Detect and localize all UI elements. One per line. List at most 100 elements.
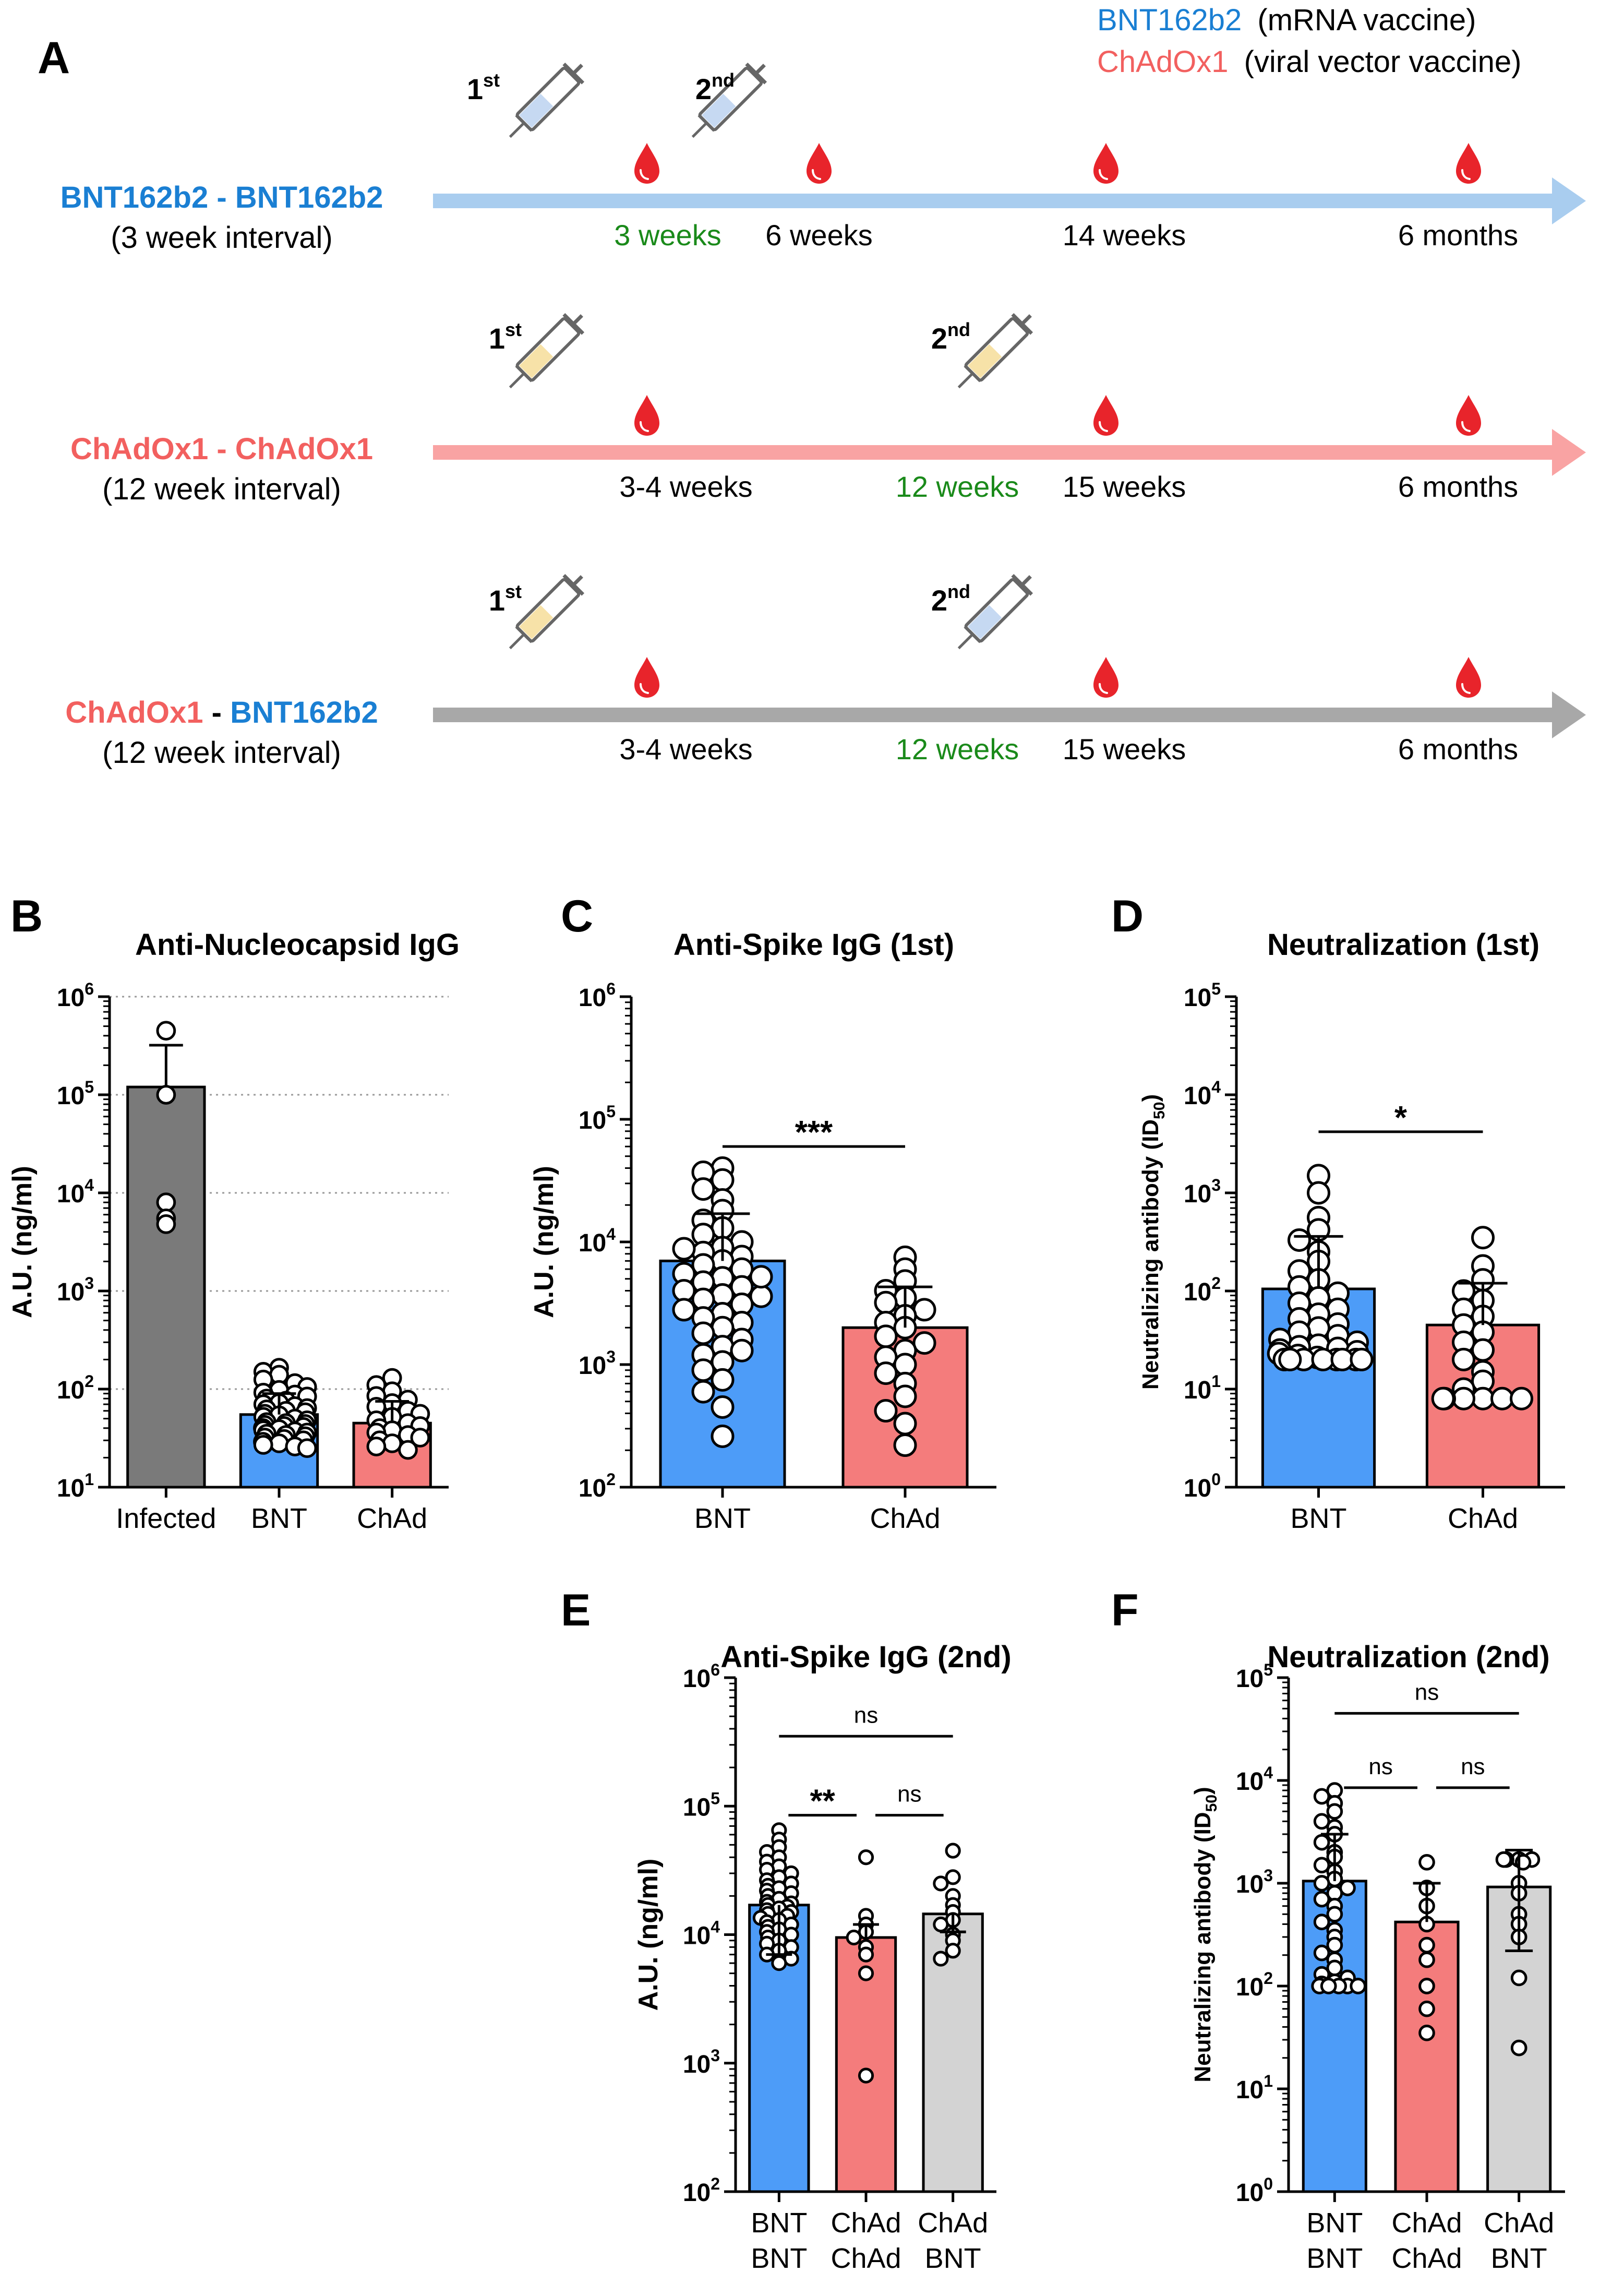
data-point: [858, 1849, 874, 1866]
y-axis-label: Neutralizing antibody (ID50): [1190, 1787, 1220, 2082]
data-point: [1326, 1936, 1343, 1954]
x-tick-label: ChAd: [357, 1503, 427, 1534]
row1-timepoint-label: 6 weeks: [765, 219, 872, 252]
svg-text:ChAdOx1 - BNT162b2: ChAdOx1 - BNT162b2: [65, 696, 378, 730]
row2-interval: (12 week interval): [102, 472, 341, 506]
svg-text:2nd: 2nd: [695, 69, 735, 105]
row3-blood-drop-icon: [633, 656, 660, 699]
panel-a-letter: A: [38, 33, 70, 83]
y-tick-label: 102: [683, 2174, 720, 2207]
data-point: [874, 1361, 898, 1385]
row2-timepoint-label: 15 weeks: [1063, 470, 1186, 503]
row3-blood-drop-icon: [1092, 656, 1120, 699]
data-point: [398, 1440, 418, 1460]
data-point: [1452, 1386, 1475, 1410]
data-point: [858, 1965, 874, 1981]
data-point: [1510, 2039, 1527, 2056]
svg-text:1st: 1st: [489, 319, 522, 355]
chart-panel-d: D Neutralization (1st) 100 101 102 103 104 105 N…: [1111, 891, 1565, 1534]
row3-dose2-sup: nd: [947, 581, 970, 602]
data-point: [691, 1321, 715, 1345]
data-point: [1313, 1875, 1330, 1892]
data-point: [1490, 1386, 1514, 1410]
row1-interval: (3 week interval): [111, 221, 332, 255]
data-point: [1313, 1834, 1330, 1851]
x-tick-label: Infected: [116, 1503, 216, 1534]
data-point: [1313, 1891, 1330, 1908]
y-tick-label: 106: [579, 979, 616, 1012]
row2-regimen-first: ChAdOx1: [70, 432, 208, 466]
y-tick-label: 103: [1184, 1176, 1221, 1208]
significance-label: ns: [1461, 1754, 1485, 1779]
data-point: [691, 1380, 715, 1404]
data-point: [874, 1290, 898, 1314]
row3-interval: (12 week interval): [102, 736, 341, 770]
data-point: [874, 1399, 898, 1423]
significance-label: ns: [1415, 1679, 1439, 1705]
legend-chad-name: ChAdOx1: [1097, 45, 1228, 79]
data-point: [672, 1237, 696, 1261]
data-point: [1471, 1386, 1495, 1410]
data-point: [1313, 1857, 1330, 1874]
row1-dose2-sup: nd: [712, 69, 735, 91]
x-tick-label: BNT: [251, 1503, 307, 1534]
y-tick-label: 103: [1236, 1866, 1273, 1898]
data-point: [691, 1177, 715, 1201]
significance-label: ***: [795, 1115, 833, 1151]
chart-title: Anti-Nucleocapsid IgG: [135, 928, 460, 962]
y-tick-label: 105: [683, 1789, 720, 1821]
y-tick-label: 105: [57, 1078, 94, 1110]
row2-dose1-label: 1: [489, 322, 505, 355]
data-point: [945, 1843, 961, 1859]
data-point: [269, 1433, 289, 1453]
data-point: [893, 1412, 917, 1436]
legend-chad-desc: (viral vector vaccine): [1244, 45, 1522, 79]
data-point: [253, 1435, 273, 1455]
data-point: [711, 1168, 735, 1192]
row2-blood-drop-icon: [633, 394, 660, 437]
data-point: [1313, 1788, 1330, 1805]
chart-panel-c: C Anti-Spike IgG (1st) 102 103 104 105 106 A.U.…: [529, 891, 996, 1534]
row1-dose2-label: 2: [695, 73, 712, 105]
x-tick-label: BNT: [1306, 2243, 1363, 2274]
svg-text:BNT162b2 (mRNA vaccine: BNT162b2 (mRNA vaccine): [1097, 3, 1476, 37]
significance-label: ns: [854, 1702, 878, 1728]
row2-blood-drop-icon: [1092, 394, 1120, 437]
data-point: [1418, 1853, 1435, 1871]
row2-dose2-sup: nd: [947, 319, 970, 340]
x-tick-label: BNT: [1306, 2207, 1363, 2239]
row3-regimen-sep: -: [203, 696, 231, 730]
x-tick-label: ChAd: [1484, 2207, 1554, 2239]
svg-text:ChAdOx1 - ChAdOx1: ChAdOx1 - ChAdOx1: [70, 432, 373, 466]
panel-letter-d: D: [1111, 891, 1144, 941]
row2-dose1-sup: st: [505, 319, 522, 340]
row1-timepoint-label: 6 months: [1398, 219, 1518, 252]
row3-blood-drop-icon: [1455, 656, 1482, 699]
data-point: [1418, 2000, 1435, 2017]
significance-label: ns: [1368, 1754, 1392, 1779]
data-point: [1350, 1978, 1367, 1994]
row3-dose1-syringe-icon: [509, 573, 585, 650]
y-tick-label: 105: [579, 1102, 616, 1134]
y-tick-label: 103: [57, 1274, 94, 1306]
row3-timepoint-label: 3-4 weeks: [619, 733, 752, 766]
data-point: [156, 1085, 176, 1105]
chart-title: Anti-Spike IgG (1st): [673, 928, 954, 962]
x-tick-label: BNT: [1291, 1503, 1347, 1534]
row3-timepoint-label: 6 months: [1398, 733, 1518, 766]
data-point: [1471, 1338, 1495, 1362]
svg-text:1st: 1st: [489, 581, 522, 617]
data-point: [771, 1955, 787, 1971]
schedule-row-chad-bnt: ChAdOx1 - BNT162b2 (12 week interval) 1s…: [65, 573, 1586, 770]
data-point: [933, 1916, 949, 1933]
x-tick-label: ChAd: [1391, 2243, 1462, 2274]
chart-title: Neutralization (2nd): [1267, 1640, 1549, 1674]
y-tick-label: 101: [57, 1470, 94, 1502]
row1-blood-drop-icon: [1092, 142, 1120, 185]
data-point: [933, 1875, 949, 1892]
data-point: [1418, 1978, 1435, 1994]
row1-dose2-syringe-icon: [691, 62, 767, 138]
data-point: [893, 1384, 917, 1408]
y-tick-label: 106: [57, 979, 94, 1012]
